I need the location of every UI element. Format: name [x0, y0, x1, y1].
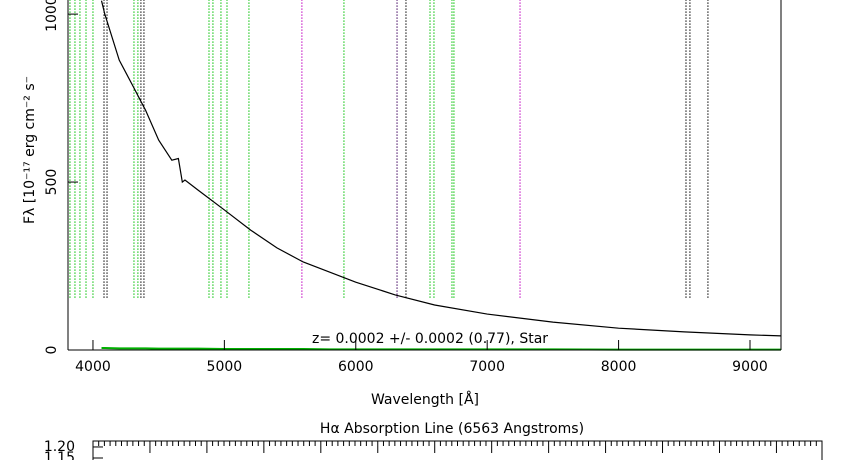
y-tick-label: 1000: [44, 0, 60, 32]
y-tick-label: 500: [44, 169, 60, 196]
y-axis-label: Fλ [10⁻¹⁷ erg cm⁻² s⁻: [22, 76, 38, 224]
y-tick-label: 1.20: [44, 439, 75, 455]
x-axis-label: Wavelength [Å]: [371, 391, 479, 408]
spectrum-line: [101, 346, 781, 351]
x-tick-label: 6000: [338, 359, 374, 375]
y-tick-label: 1.15: [44, 450, 75, 460]
x-tick-label: 5000: [207, 359, 243, 375]
annotation: z= 0.0002 +/- 0.0002 (0.77), Star: [312, 331, 548, 347]
panel-title: Hα Absorption Line (6563 Angstroms): [320, 421, 584, 437]
spectrum-line: [100, 0, 782, 337]
x-tick-label: 8000: [601, 359, 637, 375]
x-tick-label: 4000: [75, 359, 111, 375]
x-tick-label: 9000: [732, 359, 768, 375]
x-tick-label: 7000: [469, 359, 505, 375]
y-tick-label: 0: [44, 346, 60, 355]
